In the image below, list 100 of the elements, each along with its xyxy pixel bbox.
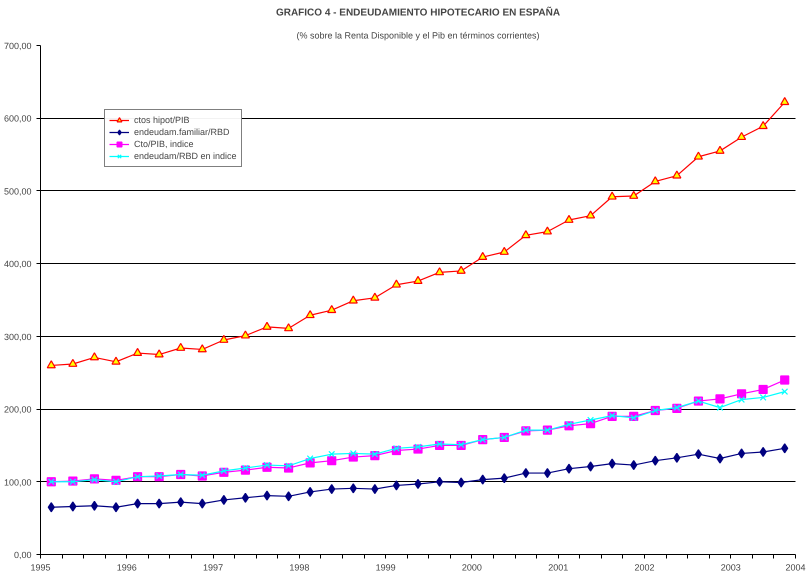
point [716,404,724,412]
point [132,348,142,356]
point [154,349,164,358]
point [242,492,250,503]
point [715,394,725,404]
point [284,491,292,502]
point [479,474,486,485]
point [413,276,423,284]
x-tick-label: 2002 [634,562,655,572]
point [758,384,768,394]
point [414,478,422,490]
y-tick-label: 100,00 [4,477,32,488]
point [177,497,184,508]
y-tick-label: 500,00 [4,186,32,196]
point [500,473,508,484]
chart-title: GRAFICO 4 - ENDEUDAMIENTO HIPOTECARIO EN ESPAÑA [276,6,560,18]
point [694,152,704,160]
point [306,455,314,462]
point [392,280,402,288]
point [738,448,746,459]
point [760,394,767,401]
point [544,468,552,478]
x-tick-label: 1996 [116,562,137,572]
point [328,450,336,458]
point [587,416,594,424]
point [306,310,315,318]
x-tick-label: 1997 [203,562,224,572]
point [263,490,271,501]
point [112,502,120,512]
point [436,476,444,487]
point [90,352,100,360]
legend-label: ctos hipot/PIB [134,114,190,126]
legend-label: endeudam/RBD en indice [134,150,237,162]
x-tick-label: 1995 [30,562,51,572]
point [90,500,98,511]
point [758,120,768,130]
legend-label: Cto/PIB, indice [134,138,194,150]
point [478,252,488,260]
y-tick-label: 600,00 [4,114,32,124]
point [414,443,422,450]
point [285,462,292,470]
point [242,464,249,472]
point [780,97,790,106]
point [586,210,596,219]
point [112,478,120,486]
point [694,449,702,460]
point [68,358,78,367]
y-tick-label: 400,00 [4,259,32,270]
point [564,214,574,223]
point [434,267,444,276]
point [565,464,573,474]
point [370,292,380,301]
point [738,396,745,404]
point [566,420,572,428]
point [650,176,660,184]
point [716,453,724,464]
point [672,170,682,179]
point [111,356,121,365]
point [176,342,186,351]
x-tick-label: 1998 [289,562,310,572]
point [542,226,552,235]
point [652,456,659,466]
point [521,230,530,238]
y-tick-label: 700,00 [4,41,32,51]
point [500,246,509,255]
point [436,440,443,448]
point [715,146,725,154]
point [134,498,142,509]
point [673,452,680,463]
point [608,458,616,469]
y-tick-label: 0,00 [14,550,32,560]
point [198,344,207,352]
point [392,480,400,491]
point [156,498,163,509]
point [350,450,357,457]
x-tick-label: 2000 [462,562,482,572]
point [220,467,228,474]
point [781,388,788,396]
point [198,498,206,509]
point [284,323,294,332]
x-tick-label: 2004 [785,562,806,572]
point [608,192,617,200]
point [780,375,790,385]
legend-label: endeudam.familiar/RBD [134,126,230,138]
y-tick-label: 200,00 [4,404,32,415]
point [327,456,336,466]
point [736,132,746,140]
point [736,389,746,398]
point [629,190,638,199]
point [371,450,378,458]
point [262,322,272,330]
point [393,444,400,452]
point [586,461,594,472]
point [219,334,228,343]
y-tick-label: 300,00 [4,332,32,342]
point [630,414,638,422]
x-tick-label: 2003 [720,562,741,572]
point [240,330,250,339]
point [350,483,357,494]
point [48,502,55,512]
